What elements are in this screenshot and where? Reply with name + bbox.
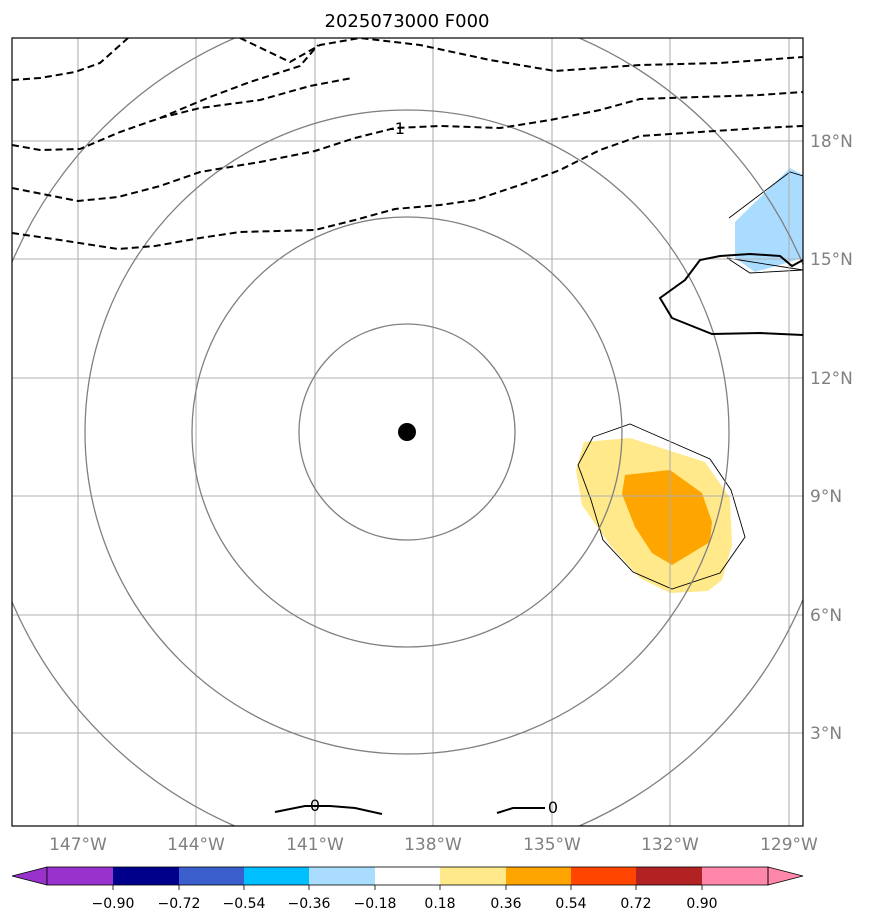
map-title: 2025073000 F000 — [325, 11, 490, 32]
colorbar-frame — [46, 866, 769, 886]
lat-label: 12°N — [810, 369, 853, 389]
lon-label: 141°W — [286, 835, 344, 855]
colorbar-extend-high — [767, 866, 804, 886]
colorbar-segment — [506, 867, 571, 885]
anomaly-outline-northeast — [726, 171, 803, 274]
contour-label-zero-west: 0 — [310, 796, 320, 815]
longitude-labels: 147°W 144°W 141°W 138°W 135°W 132°W 129°… — [49, 835, 818, 855]
anomaly-outline-east — [577, 423, 746, 590]
negative-anomaly — [735, 168, 803, 272]
colorbar-tick-label: 0.18 — [424, 896, 455, 912]
lon-label: 129°W — [760, 835, 818, 855]
colorbar-segment — [47, 867, 113, 885]
colorbar-segment — [113, 867, 179, 885]
lon-label: 132°W — [641, 835, 699, 855]
lon-label: 147°W — [49, 835, 107, 855]
colorbar-segment — [244, 867, 309, 885]
colorbar-segment — [309, 867, 375, 885]
lat-label: 6°N — [810, 606, 842, 626]
colorbar-extend-low — [11, 866, 48, 886]
lat-label: 15°N — [810, 250, 853, 270]
lon-label: 138°W — [404, 835, 462, 855]
contour-label-zero-east: 0 — [548, 798, 558, 817]
colorbar-segment — [440, 867, 506, 885]
colorbar-segment — [702, 867, 768, 885]
colorbar-tick-label: 0.36 — [490, 896, 521, 912]
colorbar-ticks — [112, 885, 703, 890]
colorbar-tick-label: −0.18 — [354, 896, 397, 912]
colorbar-tick-label: 0.72 — [620, 896, 651, 912]
dashed-contours — [12, 38, 803, 251]
graticule — [12, 38, 803, 826]
colorbar-tick-label: −0.90 — [92, 896, 135, 912]
colorbar-segment — [636, 867, 702, 885]
lon-label: 144°W — [167, 835, 225, 855]
lat-label: 18°N — [810, 132, 853, 152]
map-area: -1 0 0 — [12, 38, 803, 826]
map-frame — [11, 37, 804, 827]
lat-label: 9°N — [810, 487, 842, 507]
storm-center-marker — [398, 423, 416, 441]
colorbar-segment — [179, 867, 244, 885]
colorbar-segment — [375, 867, 440, 885]
colorbar-tick-label: −0.72 — [158, 896, 201, 912]
colorbar-tick-label: 0.90 — [686, 896, 717, 912]
range-rings — [12, 38, 803, 826]
colorbar-segment — [571, 867, 636, 885]
latitude-labels: 18°N 15°N 12°N 9°N 6°N 3°N — [810, 132, 853, 744]
lon-label: 135°W — [523, 835, 581, 855]
positive-anomaly-inner — [622, 470, 712, 565]
colorbar-tick-label: −0.36 — [288, 896, 331, 912]
colorbar-tick-label: −0.54 — [223, 896, 266, 912]
lat-label: 3°N — [810, 724, 842, 744]
colorbar-tick-label: 0.54 — [555, 896, 586, 912]
colorbar: −0.90 −0.72 −0.54 −0.36 −0.18 0.18 0.36 … — [11, 866, 804, 912]
contour-label-minus-one: -1 — [389, 119, 405, 138]
solid-contours — [274, 252, 803, 815]
